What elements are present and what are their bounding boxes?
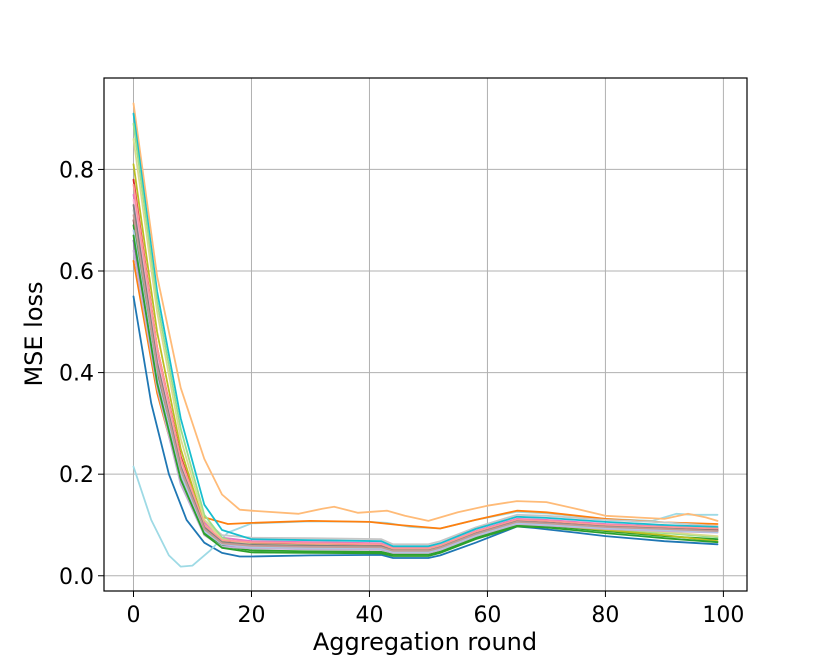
series-line-10 <box>132 112 719 548</box>
series-line-17 <box>132 249 719 554</box>
series-line-16 <box>132 183 719 550</box>
plot-frame <box>103 77 748 592</box>
y-tick-label: 0.8 <box>59 158 94 183</box>
series-lines <box>132 102 719 568</box>
grid <box>104 78 747 591</box>
x-tick-label: 60 <box>473 603 501 628</box>
x-tick-label: 80 <box>591 603 619 628</box>
y-axis-label: MSE loss <box>20 281 48 386</box>
series-line-1 <box>132 295 719 559</box>
series-line-18 <box>132 229 719 553</box>
y-tick-label: 0.2 <box>59 463 94 488</box>
y-tick-label: 0.0 <box>59 565 94 590</box>
x-tick-label: 20 <box>237 603 265 628</box>
y-tick-label: 0.4 <box>59 362 94 387</box>
series-line-21 <box>132 234 719 557</box>
x-tick-label: 100 <box>702 603 744 628</box>
x-tick-label: 0 <box>126 603 140 628</box>
x-tick-label: 40 <box>355 603 383 628</box>
x-axis-label: Aggregation round <box>313 628 537 656</box>
ticks: 0 20 40 60 80 100 0.0 0.2 0.4 0.6 0.8 <box>59 158 744 628</box>
series-line-3 <box>132 102 719 522</box>
y-tick-label: 0.6 <box>59 260 94 285</box>
series-line-20 <box>132 214 719 552</box>
